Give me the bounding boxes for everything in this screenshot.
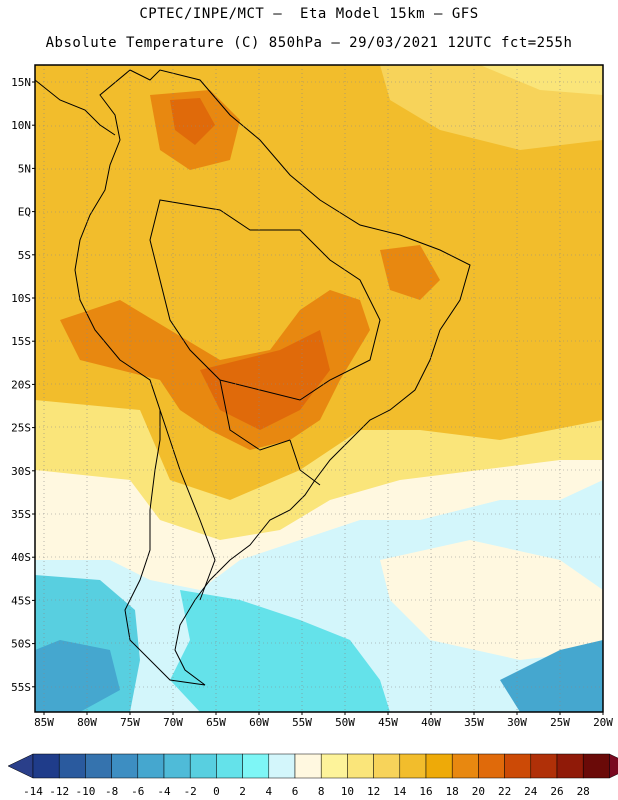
lon-tick-label: 60W (249, 716, 269, 729)
colorbar-swatch (320, 753, 348, 779)
colorbar-label: -10 (75, 785, 95, 798)
colorbar-swatch (294, 753, 322, 779)
lon-tick-label: 25W (550, 716, 570, 729)
colorbar-label: -14 (23, 785, 43, 798)
argentina-chile-border (159, 409, 216, 601)
lat-tick-label: 15N (11, 76, 31, 89)
temperature-field (35, 65, 603, 712)
lon-tick-label: 20W (593, 716, 613, 729)
colorbar-label: 12 (367, 785, 380, 798)
colorbar-label: 20 (472, 785, 485, 798)
lon-tick-label: 55W (292, 716, 312, 729)
lat-tick-label: 25S (11, 422, 31, 435)
lat-tick-label: 50S (11, 638, 31, 651)
colorbar-swatch (32, 753, 60, 779)
latitude-axis: 15N 10N 5N EQ 5S 10S 15S 20S 25S 30S 35S 40S 45S 50S 5… (11, 76, 35, 694)
colorbar-swatch (451, 753, 479, 779)
paraguay-border (219, 379, 291, 451)
graticule (35, 65, 604, 712)
colorbar-swatch (530, 753, 558, 779)
colorbar-label: 16 (419, 785, 432, 798)
chart-title-line2: Absolute Temperature (C) 850hPa – 29/03/… (45, 35, 573, 51)
field-ne-light (480, 65, 603, 95)
colorbar-label: -12 (49, 785, 69, 798)
colorbar-label: 10 (341, 785, 354, 798)
colorbar-swatch (478, 753, 505, 779)
colorbar-swatch (242, 753, 270, 779)
colorbar-label: 22 (498, 785, 511, 798)
colorbar-swatch (85, 753, 112, 779)
colorbar-swatch (425, 753, 453, 779)
colorbar-swatch (268, 753, 296, 779)
field-cold-south (170, 590, 390, 712)
lon-tick-label: 65W (206, 716, 226, 729)
colorbar-label: -2 (184, 785, 197, 798)
colorbar (7, 753, 618, 779)
lon-tick-label: 80W (77, 716, 97, 729)
chart-title-line1: CPTEC/INPE/MCT – Eta Model 15km – GFS (139, 6, 479, 22)
lat-tick-label: 35S (11, 508, 31, 521)
lat-tick-label: 5N (18, 162, 31, 175)
lat-tick-label: 45S (11, 594, 31, 607)
colorbar-swatch (163, 753, 191, 779)
lon-tick-label: 30W (507, 716, 527, 729)
longitude-axis: 85W 80W 75W 70W 65W 60W 55W 50W 45W 40W 35W 30W 25W 2… (34, 712, 613, 729)
colorbar-label: 14 (393, 785, 407, 798)
colorbar-label: -4 (157, 785, 171, 798)
lon-tick-label: 45W (378, 716, 398, 729)
colorbar-label: 6 (292, 785, 299, 798)
brazil-interior-border (149, 199, 381, 401)
colorbar-swatch (504, 753, 532, 779)
map-frame (34, 64, 604, 713)
field-cold-deep (35, 640, 120, 712)
colorbar-swatch (137, 753, 165, 779)
field-hot-north-core (170, 98, 215, 145)
field-hot-core (200, 330, 330, 430)
lat-tick-label: 5S (18, 249, 31, 262)
colorbar-label: 4 (265, 785, 272, 798)
colorbar-label: 26 (550, 785, 563, 798)
lat-tick-label: 15S (11, 335, 31, 348)
field-hot-ne (380, 245, 440, 300)
lat-tick-label: 30S (11, 465, 31, 478)
lon-tick-label: 40W (421, 716, 441, 729)
lat-tick-label: 55S (11, 681, 31, 694)
lat-tick-label: 10S (11, 292, 31, 305)
colorbar-label: -8 (105, 785, 118, 798)
colorbar-label: 8 (318, 785, 325, 798)
field-cold-se (500, 640, 603, 712)
lat-tick-label: 40S (11, 551, 31, 564)
colorbar-label: -6 (131, 785, 144, 798)
colorbar-label: 28 (577, 785, 590, 798)
colorbar-swatch (373, 753, 401, 779)
central-america-coast (34, 79, 116, 136)
colorbar-label: 24 (524, 785, 538, 798)
lon-tick-label: 85W (34, 716, 54, 729)
colorbar-swatch (189, 753, 217, 779)
colorbar-swatch (556, 753, 584, 779)
lat-tick-label: 10N (11, 119, 31, 132)
lat-tick-label: 20S (11, 378, 31, 391)
colorbar-swatch (216, 753, 243, 779)
colorbar-over-triangle (609, 753, 618, 779)
lon-tick-label: 70W (163, 716, 183, 729)
colorbar-label: 0 (213, 785, 220, 798)
colorbar-swatch (58, 753, 86, 779)
colorbar-swatch (399, 753, 427, 779)
lon-tick-label: 35W (464, 716, 484, 729)
lat-tick-label: EQ (18, 206, 31, 219)
colorbar-label: 2 (239, 785, 246, 798)
lon-tick-label: 50W (335, 716, 355, 729)
colorbar-label: 18 (446, 785, 459, 798)
colorbar-swatch (347, 753, 374, 779)
lon-tick-label: 75W (120, 716, 140, 729)
colorbar-swatch (111, 753, 139, 779)
colorbar-swatch (582, 753, 610, 779)
colorbar-under-triangle (7, 753, 34, 779)
colorbar-labels: -14 -12 -10 -8 -6 -4 -2 0 2 4 6 8 10 12 14 16 18 20 22 24 26… (23, 785, 590, 798)
